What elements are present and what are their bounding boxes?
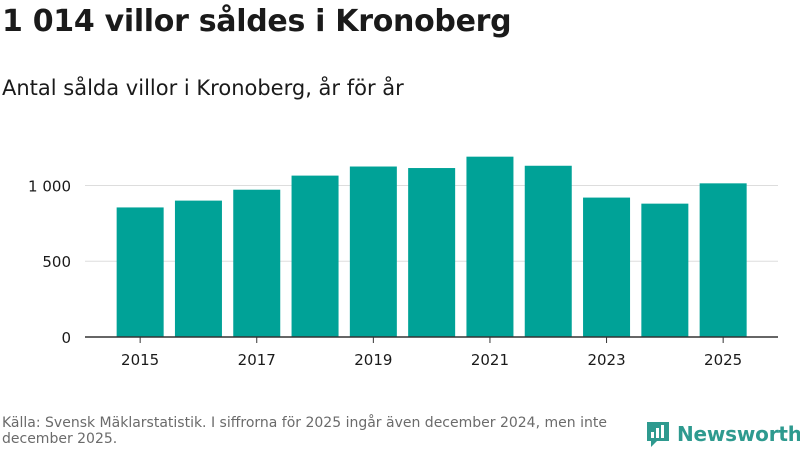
x-tick-label: 2019 — [354, 351, 392, 369]
newsworthy-logo-icon — [647, 422, 669, 447]
bar-2016 — [174, 200, 222, 337]
y-tick-label: 1 000 — [28, 177, 71, 195]
bar-2025 — [699, 183, 747, 337]
newsworthy-logo[interactable]: Newsworthy — [645, 420, 800, 448]
bar-2022 — [524, 165, 572, 337]
x-tick-label: 2023 — [587, 351, 625, 369]
bar-2023 — [583, 197, 631, 337]
source-footnote: Källa: Svensk Mäklarstatistik. I siffror… — [2, 415, 607, 447]
bar-2020 — [408, 168, 456, 337]
y-tick-label: 500 — [42, 253, 71, 271]
bar-2018 — [291, 175, 339, 337]
bar-2017 — [233, 189, 281, 337]
x-tick-label: 2021 — [471, 351, 509, 369]
x-tick-label: 2025 — [704, 351, 742, 369]
x-tick-label: 2017 — [238, 351, 276, 369]
bar-2024 — [641, 203, 689, 337]
x-tick-label: 2015 — [121, 351, 159, 369]
bar-2015 — [116, 207, 164, 337]
chart-subtitle: Antal sålda villor i Kronoberg, år för å… — [2, 76, 404, 100]
y-tick-label: 0 — [61, 329, 71, 347]
bar-2021 — [466, 156, 514, 337]
newsworthy-logo-text: Newsworthy — [677, 422, 800, 446]
chart-title: 1 014 villor såldes i Kronoberg — [2, 4, 512, 39]
bar-2019 — [349, 166, 397, 337]
